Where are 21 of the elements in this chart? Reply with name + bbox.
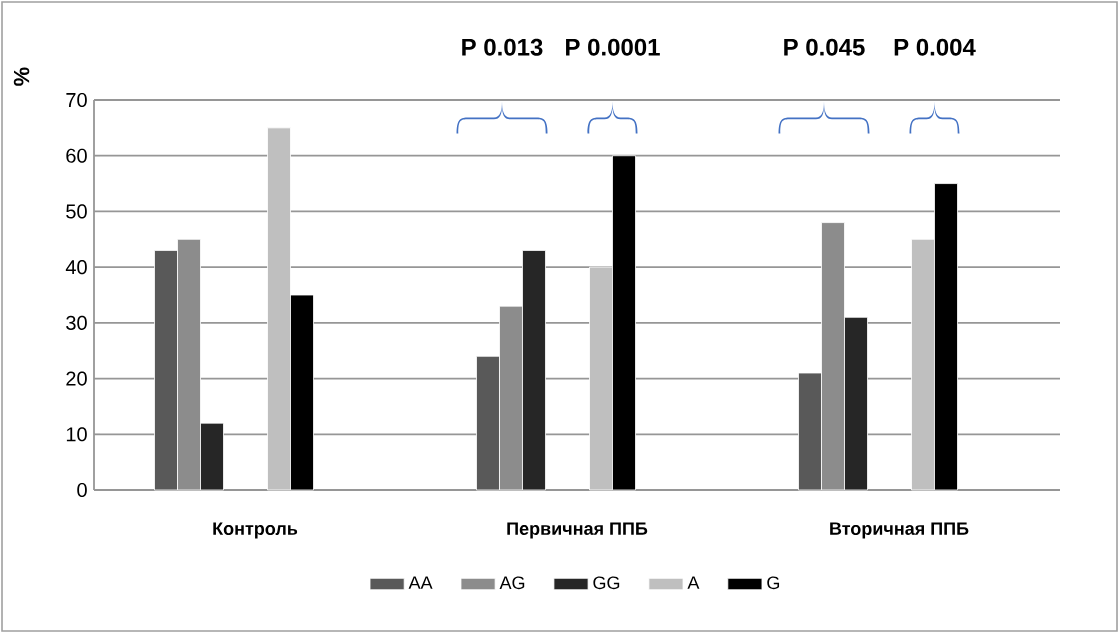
y-tick-label: 60 — [66, 148, 87, 163]
text: P 0.0001 — [566, 38, 660, 56]
legend-label: AA — [408, 576, 433, 589]
x-tick-label: Контроль — [213, 522, 298, 539]
y-tick-label: 0 — [77, 482, 87, 498]
x-tick-label: Первичная ППБ — [507, 522, 648, 539]
y-tick-label: 50 — [66, 204, 87, 219]
legend-label: AG — [499, 576, 525, 590]
y-tick-label: 40 — [65, 260, 87, 275]
y-tick-label: 30 — [66, 315, 87, 330]
text: P 0.004 — [894, 38, 976, 56]
y-tick-label: 20 — [66, 371, 87, 386]
text: P 0.013 — [462, 38, 543, 56]
y-tick-label: 70 — [66, 92, 87, 108]
legend-label: G — [767, 576, 780, 590]
legend-label: GG — [593, 576, 620, 590]
text: P 0.045 — [784, 38, 865, 56]
x-tick-label: Вторичная ППБ — [830, 522, 969, 539]
y-tick-label: 10 — [66, 427, 87, 442]
legend-label: A — [687, 576, 700, 589]
y-axis-title: % — [13, 67, 30, 86]
